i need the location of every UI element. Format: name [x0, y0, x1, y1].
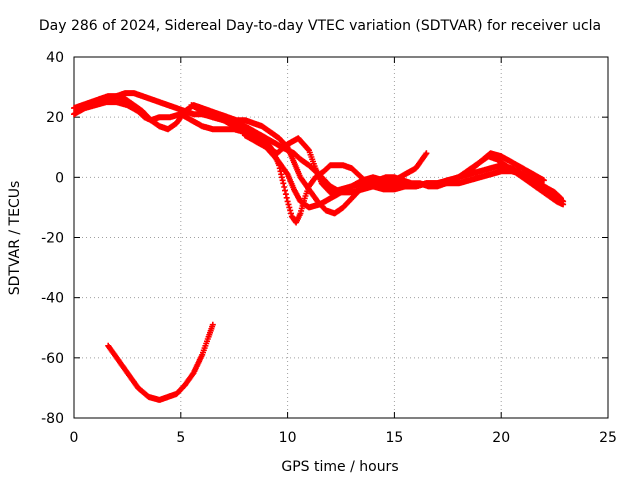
y-tick-label: 0 — [55, 170, 64, 186]
x-tick-label: 5 — [176, 430, 185, 446]
y-tick-label: 40 — [46, 50, 64, 66]
plus-markers — [105, 321, 216, 403]
plus-markers — [241, 132, 547, 196]
x-tick-labels: 0 5 10 15 20 25 — [70, 430, 617, 446]
x-tick-label: 0 — [70, 430, 79, 446]
y-tick-label: 20 — [46, 110, 64, 126]
chart-title: Day 286 of 2024, Sidereal Day-to-day VTE… — [39, 18, 601, 34]
grid — [74, 57, 608, 418]
x-tick-label: 10 — [279, 430, 297, 446]
y-tick-labels: -80 -60 -40 -20 0 20 40 — [41, 50, 64, 427]
data-series — [71, 90, 567, 403]
x-tick-label: 20 — [492, 430, 510, 446]
y-axis-label: SDTVAR / TECUs — [7, 181, 23, 296]
y-tick-label: -40 — [41, 291, 64, 307]
axis-ticks — [73, 56, 609, 419]
x-tick-label: 15 — [385, 430, 403, 446]
series-track-6 — [105, 321, 216, 403]
y-tick-label: -20 — [41, 231, 64, 247]
y-tick-label: -80 — [41, 411, 64, 427]
x-tick-label: 25 — [599, 430, 617, 446]
y-tick-label: -60 — [41, 351, 64, 367]
series-track-5 — [241, 132, 547, 196]
x-axis-label: GPS time / hours — [281, 459, 398, 475]
